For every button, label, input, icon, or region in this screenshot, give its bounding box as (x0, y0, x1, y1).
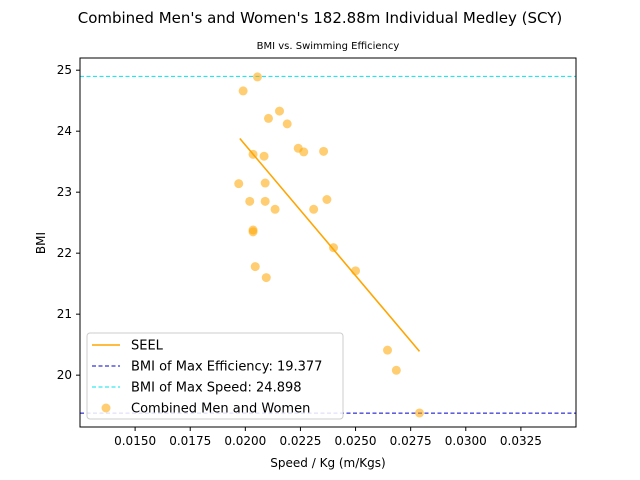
x-axis: 0.0150 0.0175 0.0200 0.0225 0.0250 0.0275 0.03… (114, 427, 542, 448)
data-point (234, 179, 244, 189)
x-tick-label: 0.0200 (224, 434, 266, 448)
legend-label: Combined Men and Women (131, 402, 310, 417)
legend-box (86, 332, 344, 420)
data-point (250, 262, 260, 272)
x-tick-label: 0.0250 (335, 434, 377, 448)
data-point (391, 365, 401, 375)
trend-line-group (239, 137, 421, 352)
data-point (299, 147, 309, 157)
x-axis-label: Speed / Kg (m/Kgs) (270, 456, 385, 470)
data-point (383, 345, 393, 355)
plot-area-frame (79, 57, 577, 428)
y-tick-label: 22 (57, 246, 72, 260)
data-point (259, 151, 269, 161)
data-point (309, 204, 319, 214)
data-point (248, 227, 258, 237)
y-tick-label: 25 (57, 63, 72, 77)
data-point (263, 113, 273, 123)
legend-label: BMI of Max Efficiency: 19.377 (131, 360, 322, 375)
data-point (322, 195, 332, 205)
data-point (275, 106, 285, 116)
legend: SEEL BMI of Max Efficiency: 19.377 BMI of … (86, 332, 344, 420)
data-point (414, 408, 424, 418)
x-tick-label: 0.0275 (390, 434, 432, 448)
data-point (245, 196, 255, 206)
y-axis-label: BMI (34, 232, 48, 254)
x-tick-label: 0.0175 (169, 434, 211, 448)
data-point (252, 72, 262, 82)
legend-marker (101, 403, 111, 413)
legend-label: BMI of Max Speed: 24.898 (131, 381, 302, 396)
chart-title: Combined Men's and Women's 182.88m Indiv… (78, 9, 563, 27)
legend-label: SEEL (131, 339, 164, 354)
y-tick-label: 20 (57, 368, 72, 382)
data-point (260, 178, 270, 188)
data-point (248, 149, 258, 159)
y-axis: 20 21 22 23 24 25 (57, 63, 80, 382)
y-tick-label: 23 (57, 185, 72, 199)
y-tick-label: 21 (57, 307, 72, 321)
chart-subtitle: BMI vs. Swimming Efficiency (257, 41, 400, 52)
y-tick-label: 24 (57, 124, 72, 138)
x-tick-label: 0.0225 (279, 434, 321, 448)
data-point (282, 119, 292, 129)
data-point (260, 196, 270, 206)
data-point (238, 86, 248, 96)
data-point (351, 266, 361, 276)
data-point (329, 243, 339, 253)
x-tick-label: 0.0300 (445, 434, 487, 448)
data-point (270, 204, 280, 214)
data-point (319, 146, 329, 156)
x-tick-label: 0.0325 (500, 434, 542, 448)
x-tick-label: 0.0150 (114, 434, 156, 448)
seel-trend-line (239, 137, 421, 352)
data-point (261, 273, 271, 283)
scatter-points (234, 72, 424, 418)
